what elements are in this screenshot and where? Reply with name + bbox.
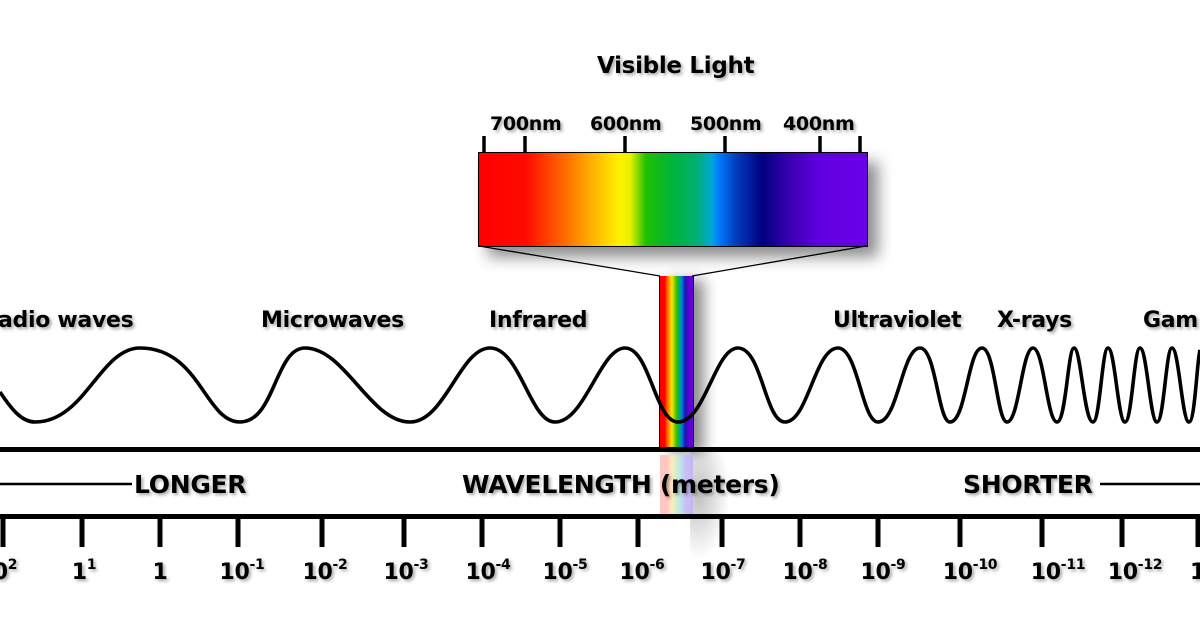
nm-label-600: 600nm bbox=[590, 113, 662, 135]
band-microwaves: Microwaves bbox=[261, 308, 404, 333]
visible-light-beam-faded bbox=[660, 455, 693, 514]
band-ultraviolet: Ultraviolet bbox=[833, 308, 962, 333]
axis-wavelength-label: WAVELENGTH (meters) bbox=[462, 470, 780, 499]
tick-label: 10-1 bbox=[219, 556, 265, 585]
tick-label: 10-7 bbox=[700, 556, 746, 585]
tick-label: 10 bbox=[1189, 560, 1200, 585]
tick-label: 10-4 bbox=[465, 556, 511, 585]
axis-shorter-label: SHORTER bbox=[963, 470, 1093, 499]
tick-label: 10-9 bbox=[860, 556, 906, 585]
tick-label: 10-12 bbox=[1107, 556, 1163, 585]
visible-light-title: Visible Light bbox=[597, 53, 755, 79]
band-radio-waves: adio waves bbox=[0, 308, 134, 333]
tick-label: 10-11 bbox=[1030, 556, 1086, 585]
converging-lines bbox=[478, 245, 867, 277]
nm-label-400: 400nm bbox=[783, 113, 855, 135]
axis-bottom-line bbox=[0, 514, 1200, 519]
tick-label: 10-2 bbox=[302, 556, 348, 585]
axis-longer-label: LONGER bbox=[134, 470, 247, 499]
nm-label-700: 700nm bbox=[490, 113, 562, 135]
nm-label-500: 500nm bbox=[690, 113, 762, 135]
tick-label: 10-5 bbox=[542, 556, 588, 585]
visible-spectrum-bar bbox=[478, 152, 868, 247]
axis-top-line bbox=[0, 447, 1200, 452]
band-gamma: Gam bbox=[1143, 308, 1198, 333]
tick-label: 10-8 bbox=[782, 556, 828, 585]
wavelength-ticks bbox=[0, 517, 1200, 547]
tick-label: 10-10 bbox=[942, 556, 998, 585]
tick-label: 1 bbox=[152, 560, 168, 585]
band-infrared: Infrared bbox=[489, 308, 588, 333]
tick-label: 10-6 bbox=[619, 556, 665, 585]
wave-line bbox=[0, 346, 1200, 424]
nm-scale-ticks bbox=[482, 136, 862, 153]
tick-label: 11 bbox=[71, 556, 97, 585]
band-x-rays: X-rays bbox=[997, 308, 1072, 333]
tick-label: 02 bbox=[0, 556, 18, 585]
tick-label: 10-3 bbox=[383, 556, 429, 585]
